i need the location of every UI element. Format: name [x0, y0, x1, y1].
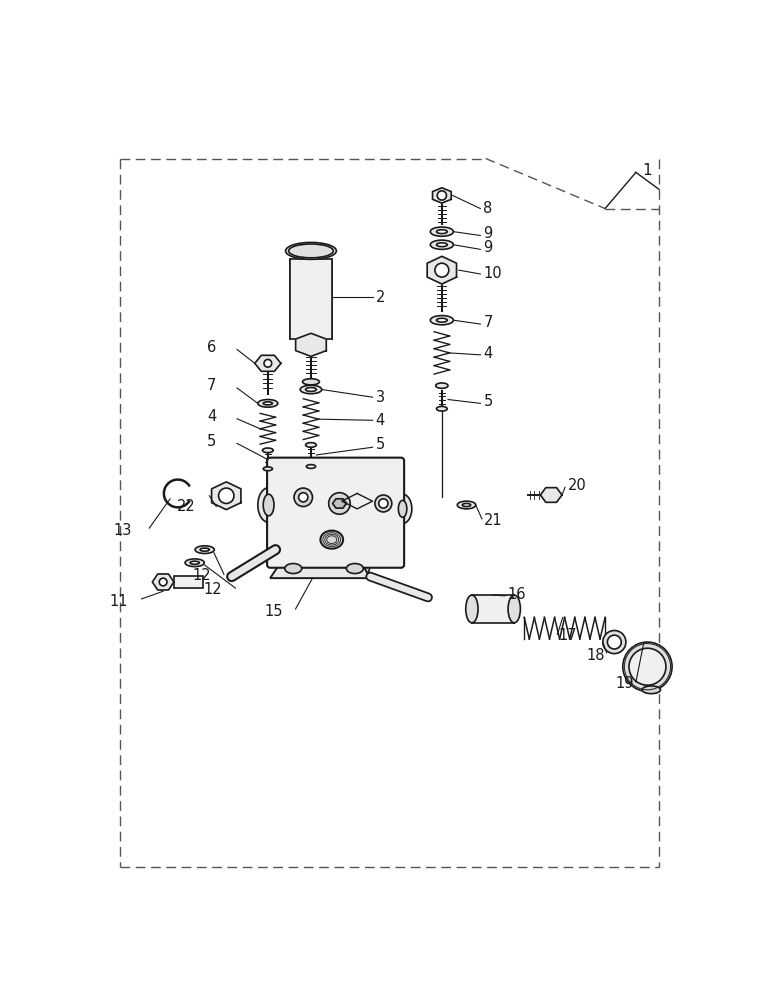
Ellipse shape — [430, 316, 454, 325]
Ellipse shape — [300, 385, 321, 394]
Circle shape — [629, 648, 666, 685]
Text: 19: 19 — [616, 676, 635, 691]
Text: 18: 18 — [587, 648, 605, 663]
Bar — [290, 259, 332, 339]
Circle shape — [435, 263, 449, 277]
Text: 5: 5 — [207, 434, 217, 449]
Circle shape — [299, 493, 308, 502]
Ellipse shape — [603, 631, 626, 654]
Circle shape — [378, 499, 388, 508]
Bar — [174, 576, 203, 588]
Ellipse shape — [289, 244, 334, 258]
Text: 4: 4 — [375, 413, 385, 428]
Ellipse shape — [394, 494, 412, 523]
Ellipse shape — [508, 595, 521, 623]
Bar — [472, 595, 515, 623]
Text: 1: 1 — [643, 163, 652, 178]
Ellipse shape — [398, 500, 407, 517]
Ellipse shape — [185, 559, 204, 567]
Ellipse shape — [306, 443, 316, 447]
Ellipse shape — [286, 242, 337, 259]
Text: 9: 9 — [483, 226, 492, 241]
Circle shape — [264, 359, 271, 367]
Ellipse shape — [285, 564, 302, 574]
Polygon shape — [333, 499, 347, 508]
Circle shape — [294, 488, 312, 507]
Text: 2: 2 — [375, 290, 385, 305]
Ellipse shape — [306, 465, 315, 468]
Ellipse shape — [436, 406, 447, 411]
Ellipse shape — [347, 564, 363, 574]
Text: 4: 4 — [207, 409, 217, 424]
Text: 16: 16 — [508, 587, 526, 602]
Ellipse shape — [430, 240, 454, 249]
Text: 5: 5 — [375, 437, 385, 452]
Polygon shape — [152, 574, 174, 590]
Ellipse shape — [466, 595, 478, 623]
Ellipse shape — [263, 402, 273, 405]
Text: 6: 6 — [207, 340, 217, 355]
Circle shape — [160, 578, 167, 586]
Text: 10: 10 — [483, 266, 502, 282]
Ellipse shape — [279, 559, 308, 578]
Polygon shape — [270, 497, 370, 578]
Circle shape — [219, 488, 234, 503]
Ellipse shape — [258, 400, 278, 407]
Ellipse shape — [642, 686, 660, 694]
Text: 13: 13 — [113, 523, 131, 538]
Ellipse shape — [195, 546, 214, 554]
Ellipse shape — [436, 318, 447, 322]
Text: 22: 22 — [177, 499, 195, 514]
FancyBboxPatch shape — [267, 458, 404, 568]
Ellipse shape — [262, 448, 274, 453]
Text: 21: 21 — [484, 513, 503, 528]
Text: 4: 4 — [483, 346, 492, 361]
Text: 15: 15 — [264, 604, 283, 619]
Polygon shape — [296, 333, 326, 356]
Circle shape — [328, 493, 350, 514]
Ellipse shape — [258, 488, 280, 522]
Ellipse shape — [458, 501, 476, 509]
Ellipse shape — [436, 243, 447, 247]
Polygon shape — [211, 482, 241, 510]
Ellipse shape — [306, 388, 316, 391]
Circle shape — [375, 495, 392, 512]
Polygon shape — [255, 355, 281, 371]
Ellipse shape — [436, 230, 447, 234]
Ellipse shape — [607, 635, 621, 649]
Text: 11: 11 — [109, 594, 128, 609]
Ellipse shape — [340, 559, 369, 578]
Polygon shape — [427, 256, 457, 284]
Text: 5: 5 — [483, 394, 492, 409]
Ellipse shape — [263, 494, 274, 516]
Text: 12: 12 — [192, 568, 211, 583]
Ellipse shape — [190, 561, 199, 564]
Ellipse shape — [320, 530, 344, 549]
Text: 7: 7 — [483, 315, 492, 330]
Text: 3: 3 — [375, 390, 385, 405]
Text: 20: 20 — [568, 478, 587, 493]
Polygon shape — [540, 488, 562, 502]
Circle shape — [622, 642, 672, 691]
Text: 7: 7 — [207, 378, 217, 393]
Ellipse shape — [430, 227, 454, 236]
Text: 9: 9 — [483, 240, 492, 255]
Text: 12: 12 — [203, 582, 222, 597]
Polygon shape — [432, 188, 451, 203]
Text: 8: 8 — [483, 201, 492, 216]
Text: 17: 17 — [559, 628, 578, 643]
Ellipse shape — [200, 548, 209, 551]
Ellipse shape — [435, 383, 448, 388]
Circle shape — [437, 191, 446, 200]
Ellipse shape — [263, 467, 273, 471]
Ellipse shape — [302, 379, 319, 385]
Ellipse shape — [462, 503, 470, 507]
